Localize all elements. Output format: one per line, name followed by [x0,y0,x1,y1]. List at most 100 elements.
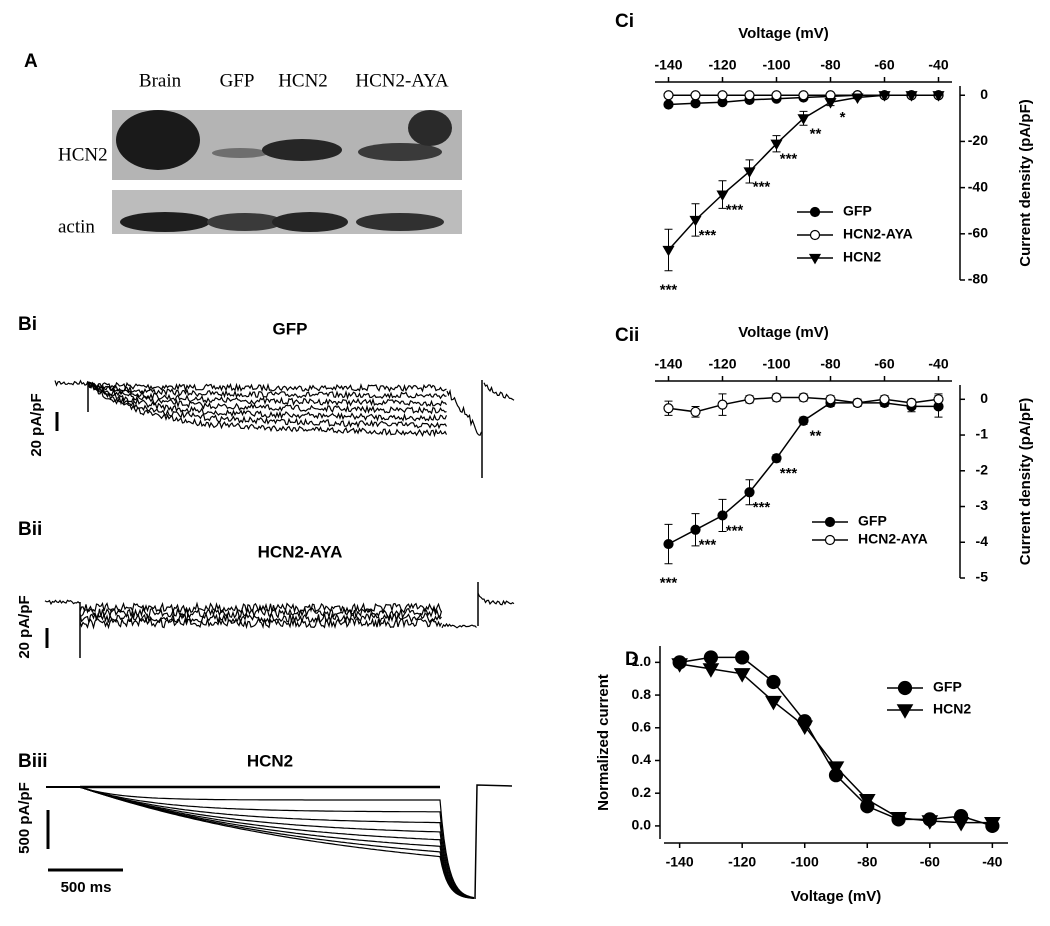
trace [446,388,483,437]
band [120,212,210,232]
trace [87,381,448,422]
x-tick-label: -80 [820,57,840,73]
marker [809,229,821,241]
band [212,148,268,158]
x-tick-label: -120 [708,57,736,73]
marker [690,406,701,417]
significance: *** [726,522,744,539]
marker [663,90,674,101]
scale-label: 20 pA/pF [16,595,33,658]
marker [879,394,890,405]
marker [771,90,782,101]
blot [112,110,462,234]
y-tick-label: -80 [968,271,988,287]
x-tick-label: -80 [857,854,877,870]
trace [87,382,447,401]
x-tick-label: -100 [762,57,790,73]
x-tick-label: -140 [654,57,682,73]
marker [771,392,782,403]
trace [87,381,448,430]
significance: ** [810,428,822,445]
marker [852,397,863,408]
y-tick-label: -20 [968,132,988,148]
band [408,110,452,146]
marker [662,245,675,257]
significance: *** [780,465,798,482]
y-tick-label: -3 [976,497,989,513]
marker [808,253,822,265]
x-tick-label: -60 [874,57,894,73]
marker [771,453,782,464]
y-tick-label: 0.2 [632,784,652,800]
y-tick-label: -4 [976,533,989,549]
trace-title: HCN2 [247,751,293,770]
significance: *** [726,202,744,219]
marker [717,90,728,101]
panel-label: A [24,51,38,72]
marker [890,812,907,827]
row-label: actin [58,216,95,237]
x-tick-label: -140 [666,854,694,870]
trace [79,786,475,899]
trace [54,379,89,387]
trace [79,616,443,630]
trace [87,381,447,415]
y-axis-label: Normalized current [595,674,612,811]
marker [743,167,756,178]
band [262,139,342,161]
trace [79,786,475,899]
y-tick-label: 1.0 [632,653,652,669]
marker [703,650,719,665]
scale-label: 500 pA/pF [16,782,33,854]
y-tick-label: 0 [980,390,988,406]
marker [744,487,755,498]
trace [87,381,447,393]
legend-label: GFP [858,513,887,529]
marker [932,91,945,102]
x-tick-label: -120 [728,854,756,870]
y-tick-label: -60 [968,225,988,241]
trace [79,786,475,899]
y-tick-label: -2 [976,461,989,477]
x-tick-label: -100 [791,854,819,870]
y-tick-label: 0.4 [632,751,652,767]
marker [689,215,702,227]
trace-group [54,379,515,478]
marker [702,663,720,678]
trace [79,786,475,899]
marker [905,91,918,102]
marker [765,695,782,711]
y-tick-label: 0.0 [632,817,652,833]
trace [87,382,447,407]
y-tick-label: 0 [980,86,988,102]
marker [796,720,814,735]
panel-label: Biii [18,751,48,772]
x-tick-label: -100 [762,356,790,372]
lane-label: GFP [220,70,255,91]
band [272,212,348,232]
marker [809,206,821,218]
trace-group [44,582,515,658]
marker [717,510,728,521]
trace [79,611,442,625]
lane-label: HCN2 [278,70,328,91]
marker [824,516,836,528]
x-tick-label: -40 [982,854,1002,870]
trace [79,786,475,899]
trace [44,599,80,606]
marker [671,658,688,673]
significance: *** [660,282,678,299]
y-tick-label: 0.6 [632,718,652,734]
x-axis-label: Voltage (mV) [791,888,882,905]
marker [716,190,729,201]
lane-label: HCN2-AYA [355,70,449,91]
legend-label: HCN2 [843,249,881,265]
band [358,143,442,161]
x-tick-label: -60 [874,356,894,372]
band [356,213,444,231]
trace-group [46,784,513,900]
significance: * [840,109,846,126]
y-tick-label: -1 [976,426,989,442]
x-tick-label: -60 [920,854,940,870]
